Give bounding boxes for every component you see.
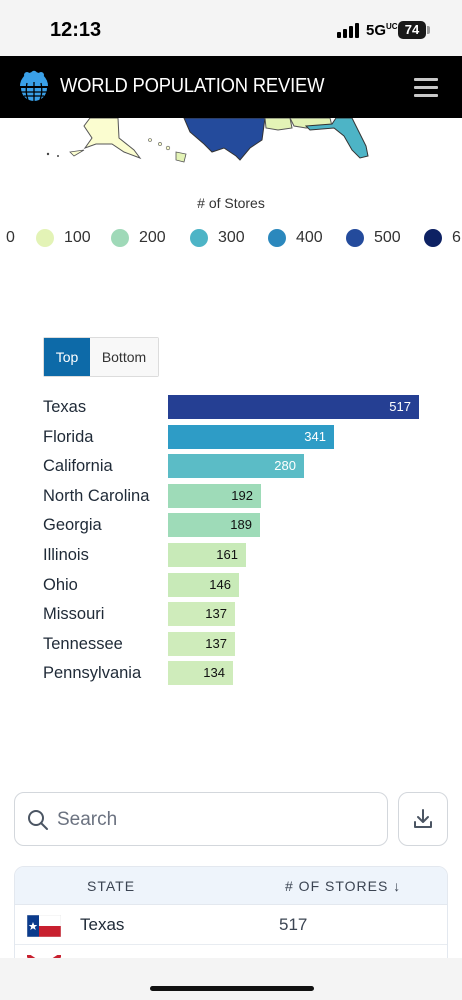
- download-icon: [414, 809, 432, 828]
- bar-category-label: Tennessee: [43, 635, 123, 653]
- top-bottom-toggle: Top Bottom: [43, 337, 159, 377]
- column-header-state[interactable]: STATE: [87, 878, 136, 894]
- bar-value-label: 280: [274, 458, 296, 473]
- bar-value-label: 146: [209, 577, 231, 592]
- bar-value-label: 134: [203, 665, 225, 680]
- bar-value-label: 137: [205, 606, 227, 621]
- site-title[interactable]: WORLD POPULATION REVIEW: [60, 75, 325, 97]
- legend-item: 6: [424, 226, 461, 250]
- legend-swatch: [36, 229, 54, 247]
- bar[interactable]: [168, 454, 304, 478]
- search-box: [14, 792, 388, 846]
- globe-people-icon[interactable]: [18, 70, 50, 102]
- download-button[interactable]: [398, 792, 448, 846]
- bar-value-label: 189: [230, 517, 252, 532]
- legend-item: 300: [190, 226, 245, 250]
- site-header: WORLD POPULATION REVIEW: [0, 56, 462, 118]
- bar[interactable]: [168, 543, 246, 567]
- map-legend: 0 100 200 300 400 500 6: [0, 226, 462, 250]
- battery-icon: 74: [398, 21, 426, 39]
- legend-item: 400: [268, 226, 323, 250]
- bar[interactable]: [168, 632, 235, 656]
- bar-value-label: 341: [304, 429, 326, 444]
- legend-swatch: [424, 229, 442, 247]
- bar-category-label: Illinois: [43, 546, 89, 564]
- bar-category-label: Georgia: [43, 516, 102, 534]
- bottom-toggle-button[interactable]: Bottom: [90, 338, 158, 376]
- legend-item: 200: [111, 226, 166, 250]
- browser-bottom-bar: [0, 958, 462, 1000]
- legend-item: 0: [6, 229, 15, 246]
- bar[interactable]: [168, 513, 260, 537]
- table-header: STATE # OF STORES ↓: [15, 867, 447, 905]
- bar-chart: Texas 517 Florida 341 California 280 North Car…: [0, 392, 462, 692]
- legend-title: # of Stores: [197, 195, 265, 211]
- choropleth-map[interactable]: [0, 118, 462, 180]
- stores-table: STATE # OF STORES ↓ Texas 517 Florida 34…: [14, 866, 448, 966]
- battery-tip: [427, 26, 430, 34]
- search-input[interactable]: [57, 807, 377, 833]
- legend-swatch: [111, 229, 129, 247]
- bar-value-label: 192: [231, 488, 253, 503]
- bar-value-label: 161: [216, 547, 238, 562]
- bar[interactable]: [168, 573, 239, 597]
- bar[interactable]: [168, 425, 334, 449]
- bar-value-label: 137: [205, 636, 227, 651]
- legend-swatch: [268, 229, 286, 247]
- column-header-stores[interactable]: # OF STORES ↓: [285, 878, 402, 894]
- bar[interactable]: [168, 395, 419, 419]
- search-icon: [28, 810, 48, 830]
- texas-flag-icon: [27, 915, 61, 937]
- legend-item: 500: [346, 226, 401, 250]
- top-toggle-button[interactable]: Top: [44, 338, 90, 376]
- signal-strength-icon: [337, 22, 359, 38]
- legend-swatch: [190, 229, 208, 247]
- bar-category-label: Missouri: [43, 605, 105, 623]
- hamburger-menu-button[interactable]: [414, 76, 440, 98]
- bar-category-label: Florida: [43, 428, 94, 446]
- bar-category-label: North Carolina: [43, 487, 150, 505]
- bar-category-label: Pennsylvania: [43, 664, 142, 682]
- bar-category-label: Ohio: [43, 576, 78, 594]
- status-time: 12:13: [50, 19, 102, 41]
- bar-category-label: California: [43, 457, 113, 475]
- home-indicator[interactable]: [150, 986, 314, 991]
- stores-cell: 517: [279, 915, 308, 934]
- status-bar: 12:13 5GUC 74: [0, 0, 462, 56]
- legend-item: 100: [36, 226, 91, 250]
- table-row[interactable]: Texas 517: [15, 905, 447, 945]
- state-cell: Texas: [80, 915, 125, 934]
- bar-value-label: 517: [389, 399, 411, 414]
- bar-category-label: Texas: [43, 398, 87, 416]
- bar[interactable]: [168, 484, 261, 508]
- network-type: 5GUC: [366, 22, 398, 39]
- legend-swatch: [346, 229, 364, 247]
- bar[interactable]: [168, 602, 235, 626]
- bar[interactable]: [168, 661, 233, 685]
